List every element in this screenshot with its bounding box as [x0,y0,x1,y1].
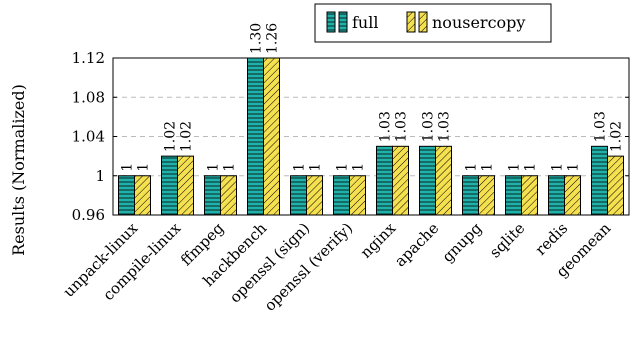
plot-frame [112,57,630,216]
legend-swatch [406,11,416,33]
x-tick-label: compile-linux [99,219,184,304]
data-label-full: 1 [120,163,136,172]
data-label-nousercopy: 1 [308,163,324,172]
y-tick-label: 1 [95,167,105,185]
bar-nousercopy [134,175,151,215]
x-tick-label: gnupg [439,219,486,266]
bar-nousercopy [177,155,194,215]
data-label-full: 1.02 [163,121,179,152]
legend-swatch [418,11,428,33]
bar-nousercopy [564,175,581,215]
data-label-nousercopy: 1 [222,163,238,172]
bar-nousercopy [521,175,538,215]
bar-full [505,175,522,215]
data-label-full: 1 [292,163,308,172]
data-label-nousercopy: 1.03 [437,111,453,142]
bar-full [161,155,178,215]
data-label-full: 1.03 [593,111,609,142]
bar-full [591,145,608,215]
data-labels: 1 11.02 1.021 11.30 1.261 1 1 11.03 1.03 1.03 1.03… [120,23,625,172]
x-tick-label: sqlite [486,219,528,261]
bar-full [333,175,350,215]
y-tick-label: 1.04 [72,128,105,146]
bar-nousercopy [478,175,495,215]
data-label-nousercopy: 1 [480,163,496,172]
data-label-nousercopy: 1.03 [394,111,410,142]
data-label-nousercopy: 1.26 [265,23,281,54]
legend-label-nousercopy: nousercopy [432,13,525,32]
bar-full [419,145,436,215]
bars [118,58,624,215]
data-label-full: 1.03 [421,111,437,142]
legend: full nousercopy [314,3,552,43]
y-axis-label: Results (Normalized) [9,84,28,256]
legend-swatch [326,11,336,33]
bar-full [376,145,393,215]
legend-box [314,3,552,43]
bar-nousercopy [607,155,624,215]
bar-full [204,175,221,215]
data-label-nousercopy: 1.02 [179,121,195,152]
axes [112,57,630,216]
data-label-full: 1.03 [378,111,394,142]
bar-full [290,175,307,215]
data-label-full: 1 [550,163,566,172]
bar-full [548,175,565,215]
data-label-full: 1 [507,163,523,172]
legend-swatch [338,11,348,33]
bar-nousercopy [220,175,237,215]
data-label-full: 1.30 [249,23,265,54]
data-label-nousercopy: 1 [136,163,152,172]
x-tick-label: redis [532,219,572,259]
y-tick-label: 0.96 [72,206,105,224]
bar-full [118,175,135,215]
data-label-nousercopy: 1 [566,163,582,172]
x-tick-label: unpack-linux [60,219,142,301]
bar-nousercopy [392,145,409,215]
data-label-full: 1 [335,163,351,172]
bar-nousercopy [263,58,280,215]
bar-nousercopy [306,175,323,215]
bar-full [247,58,264,215]
data-label-full: 1 [464,163,480,172]
legend-label-full: full [352,13,378,32]
grid-lines [113,96,629,177]
x-tick-label: apache [391,219,442,270]
data-label-nousercopy: 1 [351,163,367,172]
bar-full [462,175,479,215]
data-label-nousercopy: 1 [523,163,539,172]
data-label-full: 1 [206,163,222,172]
bar-nousercopy [435,145,452,215]
y-tick-label: 1.12 [72,49,105,67]
y-tick-label: 1.08 [72,88,105,106]
bar-nousercopy [349,175,366,215]
data-label-nousercopy: 1.02 [609,121,625,152]
